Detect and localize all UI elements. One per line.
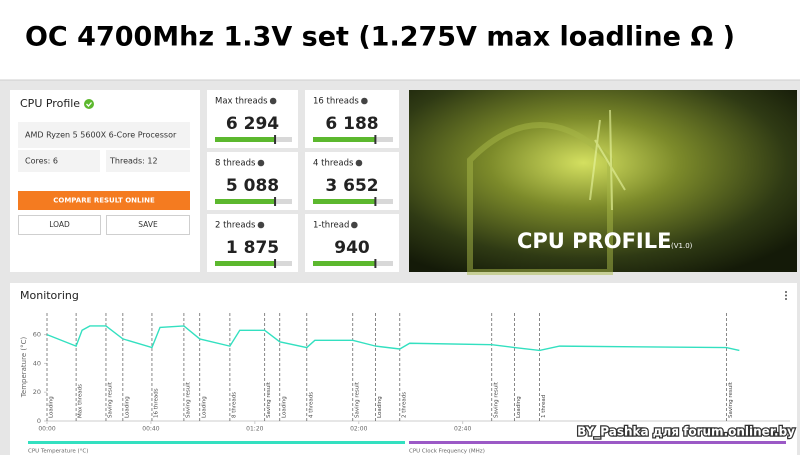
score-gauge-marker — [374, 135, 377, 144]
compare-button[interactable] — [18, 191, 190, 210]
score-value: 3 652 — [325, 176, 378, 196]
event-label: Saving result — [493, 381, 499, 418]
threads-box — [106, 150, 190, 172]
banner-light — [589, 109, 626, 211]
info-icon — [361, 97, 368, 105]
monitoring-title: Monitoring — [20, 289, 79, 302]
score-label: 16 threads — [313, 97, 359, 107]
score-value: 940 — [334, 238, 370, 258]
score-value: 6 188 — [325, 114, 378, 134]
event-label: Loading — [516, 396, 522, 418]
load-label[interactable]: LOAD — [49, 220, 70, 229]
info-icon — [269, 97, 277, 105]
processor: AMD Ryzen 5 5600X 6-Core Processor — [25, 131, 177, 140]
processor-box — [18, 122, 190, 148]
score-gauge-fill — [215, 261, 276, 266]
info-icon — [351, 221, 358, 229]
info-icon — [355, 159, 363, 167]
event-label: Saving result — [107, 381, 113, 418]
event-label: Max threads — [78, 384, 84, 418]
score-gauge-fill — [215, 199, 276, 204]
x-tick-label: 01:20 — [246, 426, 263, 433]
cores: Cores: 6 — [25, 157, 58, 166]
score-value: 1 875 — [226, 238, 279, 258]
event-label: Saving result — [185, 381, 191, 418]
check-icon — [84, 99, 94, 109]
score-label: 4 threads — [313, 159, 354, 169]
legend-label: CPU Clock Frequency (MHz) — [409, 449, 485, 455]
score-value: 6 294 — [226, 114, 279, 134]
watermark: BY_Pashka для forum.onliner.by — [577, 425, 795, 440]
banner — [409, 90, 797, 272]
score-label: 1-thread — [313, 221, 349, 231]
check-mark — [86, 102, 92, 107]
info-icon — [257, 159, 265, 167]
banner-title: CPU PROFILE — [517, 229, 671, 253]
event-label: Loading — [201, 396, 207, 418]
score-gauge-fill — [313, 199, 376, 204]
legend-label: CPU Temperature (°C) — [28, 449, 88, 455]
score-gauge-fill — [313, 261, 376, 266]
page-title: OC 4700Mhz 1.3V set (1.275V max loadline… — [25, 22, 735, 53]
profile-title: CPU Profile — [20, 97, 80, 110]
y-axis-label: Temperature (°C) — [20, 337, 28, 399]
y-tick-label: 40 — [33, 359, 41, 367]
x-tick-label: 02:40 — [454, 426, 471, 433]
y-tick-label: 0 — [37, 417, 41, 425]
series-line — [46, 325, 740, 352]
score-gauge-marker — [374, 197, 377, 206]
score-gauge-fill — [313, 137, 376, 142]
menu-icon[interactable] — [785, 291, 787, 300]
score-gauge-marker — [274, 135, 277, 144]
cores-box — [18, 150, 100, 172]
event-label: 2 threads — [401, 392, 407, 418]
score-label: Max threads — [215, 97, 268, 107]
event-label: 16 threads — [153, 388, 159, 418]
x-tick-label: 00:00 — [38, 426, 55, 433]
y-tick-label: 20 — [33, 388, 41, 396]
event-label: Loading — [124, 396, 130, 418]
score-label: 2 threads — [215, 221, 256, 231]
save-label[interactable]: SAVE — [138, 220, 158, 229]
monitoring-panel — [10, 283, 797, 455]
event-label: Loading — [377, 396, 383, 418]
legend-swatch — [28, 441, 405, 444]
event-label: Saving result — [728, 381, 734, 418]
event-label: Loading — [49, 396, 55, 418]
info-icon — [257, 221, 265, 229]
score-gauge-fill — [215, 137, 276, 142]
x-tick-label: 02:00 — [350, 426, 367, 433]
score-label: 8 threads — [215, 159, 256, 169]
event-label: Loading — [281, 396, 287, 418]
threads: Threads: 12 — [109, 157, 158, 166]
score-gauge-marker — [374, 259, 377, 268]
banner-version: (V1.0) — [671, 242, 693, 250]
profile-panel — [10, 90, 200, 272]
score-gauge-marker — [274, 197, 277, 206]
event-label: 8 threads — [231, 392, 237, 418]
event-label: Saving result — [354, 381, 360, 418]
score-gauge-marker — [274, 259, 277, 268]
banner-arch — [467, 122, 613, 275]
load-button[interactable] — [18, 215, 101, 235]
event-label: Saving result — [266, 381, 272, 418]
score-value: 5 088 — [226, 176, 279, 196]
y-tick-label: 60 — [33, 331, 41, 339]
save-button[interactable] — [106, 215, 190, 235]
legend-swatch — [409, 441, 786, 444]
event-label: 4 threads — [308, 392, 314, 418]
compare-label[interactable]: COMPARE RESULT ONLINE — [53, 197, 155, 205]
event-label: 1 thread — [541, 395, 547, 418]
x-tick-label: 00:40 — [142, 426, 159, 433]
